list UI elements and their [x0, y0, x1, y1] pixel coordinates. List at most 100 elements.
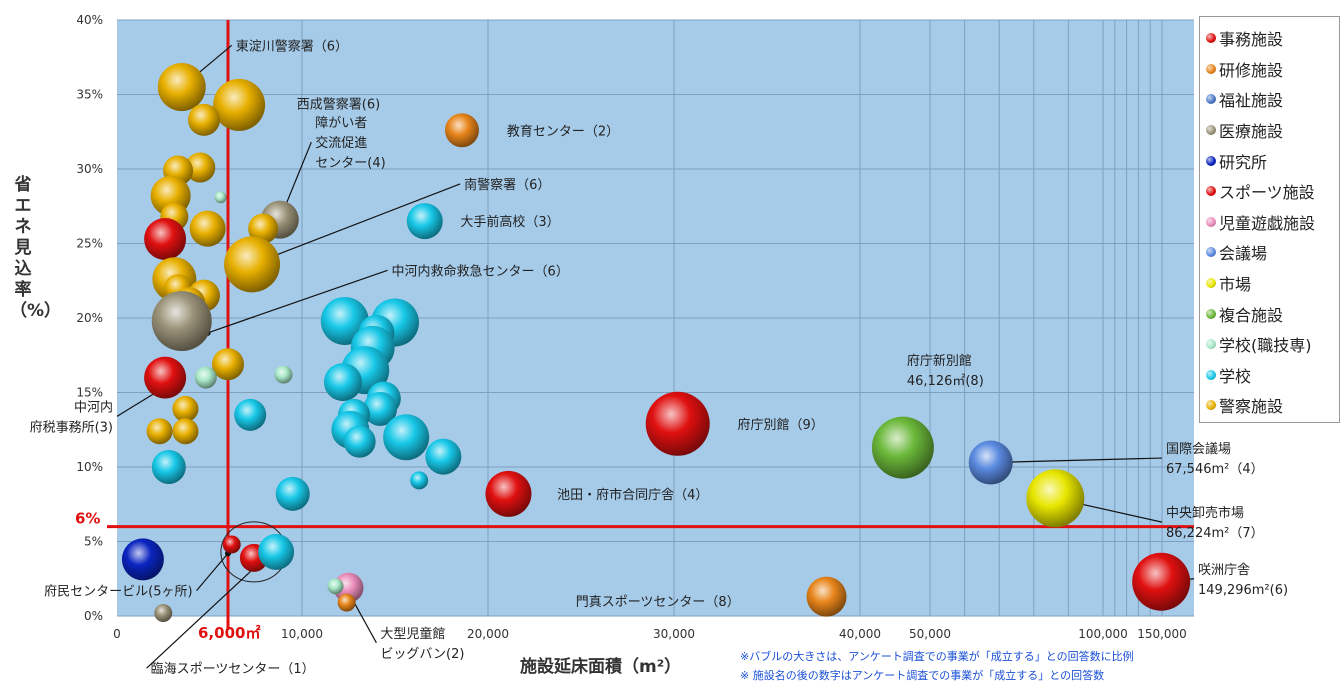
bubble [383, 414, 430, 461]
annotation-label: 中河内救命救急センター（6） [392, 263, 569, 279]
bubble [222, 535, 241, 554]
bubble [444, 113, 479, 148]
legend-item: 市場 [1206, 268, 1339, 299]
x-tick-label: 150,000 [1137, 627, 1187, 641]
bubble [258, 533, 295, 570]
bubble [144, 218, 187, 261]
legend-label: 警察施設 [1219, 397, 1284, 417]
bubble [157, 63, 206, 112]
legend-item: 学校(職技専) [1206, 329, 1339, 360]
legend-label: 事務施設 [1219, 30, 1284, 50]
bubble [410, 471, 429, 490]
bubble [187, 103, 220, 136]
y-tick-label: 25% [76, 237, 103, 251]
y-tick-label: 20% [76, 311, 103, 325]
legend-item: 研究所 [1206, 145, 1339, 176]
bubble [333, 572, 364, 603]
threshold-x-label: 6,000㎡ [198, 624, 260, 642]
annotation-label: 府民センタービル(5ヶ所) [44, 585, 192, 600]
annotation-label: 大型児童館ビッグバン(2) [380, 626, 464, 662]
x-tick-label: 40,000 [839, 627, 881, 641]
x-axis-title: 施設延床面積（m²） [520, 657, 682, 677]
bubble [485, 470, 532, 517]
legend-marker [1206, 186, 1216, 197]
bubble [185, 152, 216, 183]
leader-line [207, 269, 388, 334]
bubble [323, 363, 362, 402]
bubble [154, 604, 173, 623]
footnote-2: ※ 施設名の後の数字はアンケート調査での事業が「成立する」との回答数 [740, 669, 1105, 682]
annotation-label: 国際会議場 67,546m²（4） [1166, 442, 1264, 477]
bubble [425, 438, 462, 475]
bubble [189, 210, 226, 247]
legend-item: 研修施設 [1206, 54, 1339, 85]
annotation-label: 臨海スポーツセンター（1） [151, 662, 315, 677]
x-tick-label: 50,000 [909, 627, 951, 641]
annotation-label: 府庁新別館 46,126㎡(8) [907, 353, 984, 389]
legend-marker [1206, 94, 1216, 105]
bubble [406, 203, 443, 240]
y-axis-title: 省エネ見込率（%） [10, 175, 62, 321]
legend-item: 児童遊戯施設 [1206, 207, 1339, 238]
legend-marker [1206, 155, 1216, 166]
legend-label: 市場 [1219, 275, 1252, 295]
legend-item: スポーツ施設 [1206, 176, 1339, 207]
bubble [234, 398, 267, 431]
bubble [968, 440, 1013, 485]
bubble [146, 418, 173, 445]
x-tick-label: 20,000 [467, 627, 509, 641]
bubble [121, 538, 164, 581]
bubble [151, 450, 186, 484]
bubble [151, 290, 212, 351]
y-tick-label: 40% [76, 13, 103, 27]
legend-marker [1206, 339, 1216, 350]
legend-label: 医療施設 [1219, 122, 1284, 142]
legend-label: 福祉施設 [1219, 91, 1284, 111]
y-tick-label: 35% [76, 88, 103, 102]
annotation-label: 中央卸売市場 86,224m²（7） [1166, 505, 1264, 541]
legend-item: 警察施設 [1206, 390, 1339, 421]
x-tick-label: 100,000 [1078, 627, 1128, 641]
annotation-label: 中河内府税事務所(3) [30, 399, 113, 435]
legend-marker [1206, 247, 1216, 258]
annotation-label: 東淀川警察署（6） [236, 38, 348, 54]
leader-line [196, 553, 229, 592]
legend-marker [1206, 63, 1216, 74]
leader-line [990, 457, 1163, 464]
annotation-label: 南警察署（6） [464, 177, 550, 193]
y-tick-label: 10% [76, 460, 103, 474]
annotation-label: 教育センター（2） [507, 123, 619, 139]
bubble [363, 391, 398, 426]
annotation-label: 障がい者交流促進センター(4) [315, 116, 385, 171]
bubble [645, 391, 710, 456]
legend-item: 学校 [1206, 360, 1339, 391]
bubble [214, 191, 227, 204]
legend-label: 複合施設 [1219, 305, 1284, 325]
footnote-1: ※バブルの大きさは、アンケート調査での事業が「成立する」との回答数に比例 [740, 650, 1134, 663]
bubble [144, 356, 187, 399]
bubble [213, 78, 266, 131]
bubble [327, 578, 344, 595]
bubble [806, 576, 847, 617]
legend-label: 会議場 [1219, 244, 1268, 264]
bubble [212, 348, 244, 381]
legend-label: 児童遊戯施設 [1219, 213, 1316, 233]
legend-marker [1206, 278, 1216, 289]
legend-label: 研究所 [1219, 152, 1268, 172]
bubble [194, 366, 217, 389]
leader-line [251, 183, 461, 265]
bubble [337, 593, 356, 612]
legend-marker [1206, 216, 1216, 227]
legend-marker [1206, 33, 1216, 44]
legend-marker [1206, 400, 1216, 411]
annotation-label: 府庁別館（9） [738, 418, 824, 433]
bubble [172, 395, 199, 422]
legend-marker [1206, 308, 1216, 319]
leader-line [146, 567, 255, 669]
y-tick-label: 0% [84, 609, 103, 623]
bubble [871, 416, 934, 479]
legend-label: スポーツ施設 [1219, 183, 1315, 203]
annotation-label: 大手前高校（3） [460, 214, 559, 230]
annotation-label: 咲洲庁舎 149,296m²(6) [1198, 562, 1288, 598]
